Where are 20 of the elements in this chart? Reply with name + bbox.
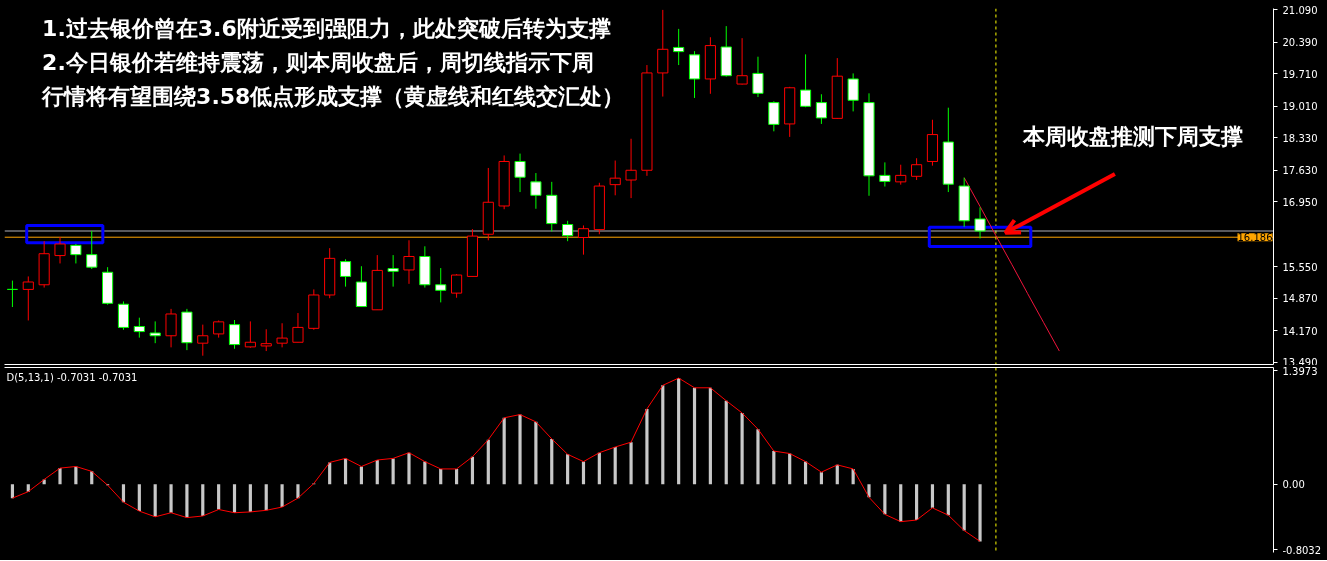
y-tick-label: 1.3973 xyxy=(1282,365,1318,377)
y-tick-label: 15.550 xyxy=(1282,261,1318,273)
y-tick-label: 13.490 xyxy=(1282,356,1318,368)
y-tick-label: 0.00 xyxy=(1282,479,1305,491)
annotation: 1.过去银价曾在3.6附近受到强阻力，此处突破后转为支撑 xyxy=(42,16,611,42)
annotation: 行情将有望围绕3.58低点形成支撑（黄虚线和红线交汇处） xyxy=(41,83,625,109)
y-tick-label: 20.390 xyxy=(1282,37,1318,49)
y-tick-label: 14.870 xyxy=(1282,293,1318,305)
y-tick-label: 16.950 xyxy=(1282,196,1318,208)
annotation: 本周收盘推测下周支撑 xyxy=(1022,123,1244,149)
annotation: 2.今日银价若维持震荡，则本周收盘后，周切线指示下周 xyxy=(42,50,594,76)
y-tick-label: 21.090 xyxy=(1282,4,1318,16)
ref-line-label: 16.186 xyxy=(1237,232,1273,244)
text: D(5,13,1) -0.7031 -0.7031 xyxy=(6,372,138,383)
y-tick-label: 17.630 xyxy=(1282,165,1318,177)
y-tick-label: 18.330 xyxy=(1282,132,1318,144)
y-tick-label: 14.170 xyxy=(1282,325,1318,337)
y-tick-label: 19.010 xyxy=(1282,101,1318,113)
y-tick-label: 19.710 xyxy=(1282,68,1318,80)
y-tick-label: -0.8032 xyxy=(1282,544,1322,556)
